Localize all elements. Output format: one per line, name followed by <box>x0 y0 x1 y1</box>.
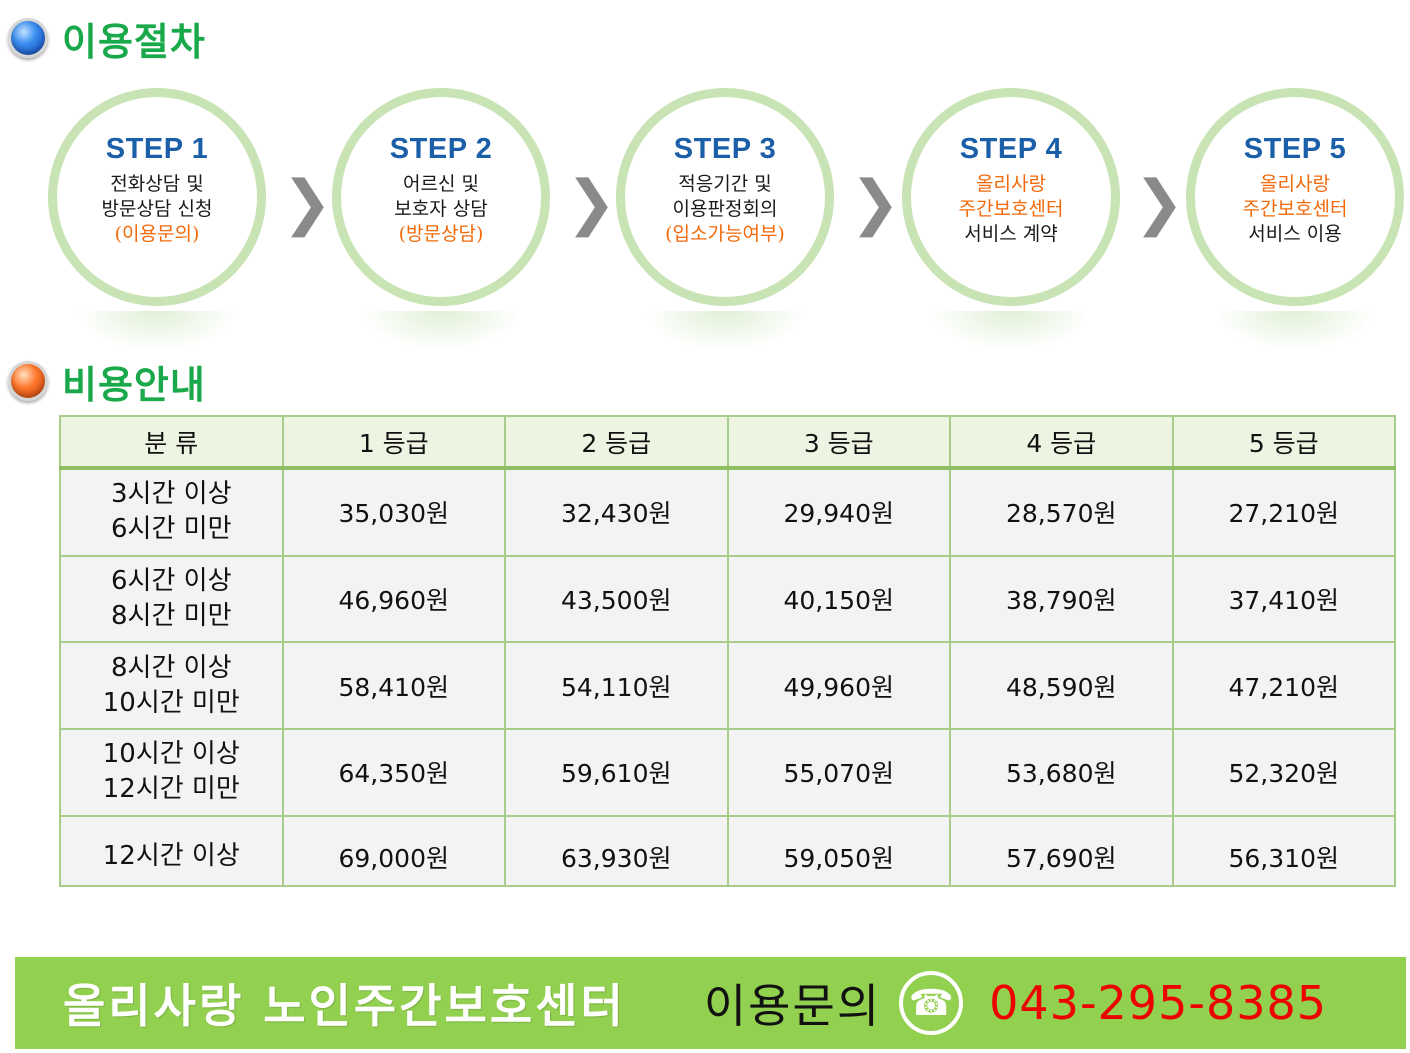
step-line: 주간보호센터 <box>958 198 1064 220</box>
category-cell: 12시간 이상 <box>59 814 284 888</box>
fee-cell: 69,000원 <box>281 814 506 888</box>
inquiry-label: 이용문의 <box>703 979 882 1033</box>
step-line: 올리사랑 <box>976 173 1046 195</box>
column-header: 3 등급 <box>726 415 951 470</box>
column-header: 2 등급 <box>504 415 729 470</box>
step-line: (방문상담) <box>398 223 484 245</box>
fee-cell: 64,350원 <box>281 728 506 817</box>
fee-cell: 32,430원 <box>504 467 729 557</box>
category-line: 6시간 이상 <box>111 566 232 597</box>
step-2: STEP 2 어르신 및 보호자 상담 (방문상담) <box>332 88 550 351</box>
step-label: STEP 5 <box>1243 133 1347 165</box>
category-line: 8시간 미만 <box>111 601 232 632</box>
category-line: 8시간 이상 <box>111 652 232 683</box>
fee-cell: 55,070원 <box>726 728 951 817</box>
step-label: STEP 1 <box>105 133 209 165</box>
category-cell: 8시간 이상 10시간 미만 <box>59 641 284 731</box>
step-line: 서비스 이용 <box>1248 223 1342 245</box>
step-line: (입소가능여부) <box>665 223 785 245</box>
procedure-title: 이용절차 <box>62 19 206 64</box>
fee-cell: 52,320원 <box>1171 728 1396 817</box>
center-name: 올리사랑 노인주간보호센터 <box>63 979 626 1033</box>
category-cell: 3시간 이상 6시간 미만 <box>59 467 284 557</box>
category-line: 12시간 이상 <box>102 840 240 871</box>
chevron-right-icon: ❯ <box>850 168 901 238</box>
step-line: 이용판정회의 <box>672 198 778 220</box>
fee-cell: 56,310원 <box>1171 814 1396 888</box>
fee-cell: 48,590원 <box>949 641 1174 731</box>
fee-cell: 47,210원 <box>1171 641 1396 731</box>
table-row: 12시간 이상 69,000원 63,930원 59,050원 57,690원 … <box>59 814 1396 888</box>
fee-cell: 63,930원 <box>504 814 729 888</box>
category-cell: 10시간 이상 12시간 미만 <box>59 728 284 817</box>
category-line: 12시간 미만 <box>102 774 240 805</box>
chevron-right-icon: ❯ <box>1134 168 1185 238</box>
phone-icon: ☎ <box>899 971 964 1035</box>
procedure-steps: STEP 1 전화상담 및 방문상담 신청 (이용문의) ❯ STEP 2 어르… <box>0 88 1410 351</box>
blue-bullet-icon <box>8 18 48 58</box>
step-5: STEP 5 올리사랑 주간보호센터 서비스 이용 <box>1186 88 1404 351</box>
step-line: 방문상담 신청 <box>101 198 213 220</box>
step-line: 적응기간 및 <box>678 173 772 195</box>
category-cell: 6시간 이상 8시간 미만 <box>59 554 284 644</box>
table-row: 8시간 이상 10시간 미만 58,410원 54,110원 49,960원 4… <box>59 641 1396 731</box>
fees-header: 비용안내 <box>8 356 206 407</box>
fee-cell: 54,110원 <box>504 641 729 731</box>
fee-table: 분 류 1 등급 2 등급 3 등급 4 등급 5 등급 3시간 이상 6시간 … <box>59 415 1396 888</box>
category-line: 10시간 이상 <box>102 739 240 770</box>
step-label: STEP 4 <box>959 133 1063 165</box>
column-header: 1 등급 <box>281 415 506 470</box>
table-header-row: 분 류 1 등급 2 등급 3 등급 4 등급 5 등급 <box>59 415 1396 470</box>
step-line: 서비스 계약 <box>964 223 1058 245</box>
fee-cell: 38,790원 <box>949 554 1174 644</box>
fee-cell: 57,690원 <box>949 814 1174 888</box>
column-header: 4 등급 <box>949 415 1174 470</box>
phone-number[interactable]: 043-295-8385 <box>989 976 1328 1030</box>
orange-bullet-icon <box>8 361 48 401</box>
step-line: 보호자 상담 <box>394 198 488 220</box>
step-4: STEP 4 올리사랑 주간보호센터 서비스 계약 <box>902 88 1120 351</box>
table-row: 10시간 이상 12시간 미만 64,350원 59,610원 55,070원 … <box>59 728 1396 817</box>
chevron-right-icon: ❯ <box>566 168 617 238</box>
column-header: 5 등급 <box>1171 415 1396 470</box>
fee-cell: 27,210원 <box>1171 467 1396 557</box>
step-3: STEP 3 적응기간 및 이용판정회의 (입소가능여부) <box>616 88 834 351</box>
fee-cell: 35,030원 <box>281 467 506 557</box>
category-line: 6시간 미만 <box>111 514 232 545</box>
fee-cell: 28,570원 <box>949 467 1174 557</box>
fee-cell: 40,150원 <box>726 554 951 644</box>
fee-cell: 59,050원 <box>726 814 951 888</box>
contact-banner: 올리사랑 노인주간보호센터 이용문의 ☎ 043-295-8385 <box>15 957 1406 1049</box>
table-row: 3시간 이상 6시간 미만 35,030원 32,430원 29,940원 28… <box>59 467 1396 557</box>
fees-title: 비용안내 <box>62 362 206 407</box>
fee-cell: 46,960원 <box>281 554 506 644</box>
fee-cell: 37,410원 <box>1171 554 1396 644</box>
category-line: 10시간 미만 <box>102 687 240 718</box>
fee-cell: 58,410원 <box>281 641 506 731</box>
step-line: 어르신 및 <box>403 173 479 195</box>
step-line: 올리사랑 <box>1260 173 1330 195</box>
fee-cell: 59,610원 <box>504 728 729 817</box>
chevron-right-icon: ❯ <box>282 168 333 238</box>
fee-cell: 43,500원 <box>504 554 729 644</box>
step-label: STEP 2 <box>389 133 493 165</box>
column-header: 분 류 <box>59 415 284 470</box>
table-row: 6시간 이상 8시간 미만 46,960원 43,500원 40,150원 38… <box>59 554 1396 644</box>
fee-cell: 53,680원 <box>949 728 1174 817</box>
step-label: STEP 3 <box>673 133 777 165</box>
step-line: (이용문의) <box>114 223 200 245</box>
step-line: 주간보호센터 <box>1242 198 1348 220</box>
step-1: STEP 1 전화상담 및 방문상담 신청 (이용문의) <box>48 88 266 351</box>
fee-cell: 29,940원 <box>726 467 951 557</box>
fee-cell: 49,960원 <box>726 641 951 731</box>
procedure-header: 이용절차 <box>8 13 206 64</box>
step-line: 전화상담 및 <box>110 173 204 195</box>
category-line: 3시간 이상 <box>111 479 232 510</box>
